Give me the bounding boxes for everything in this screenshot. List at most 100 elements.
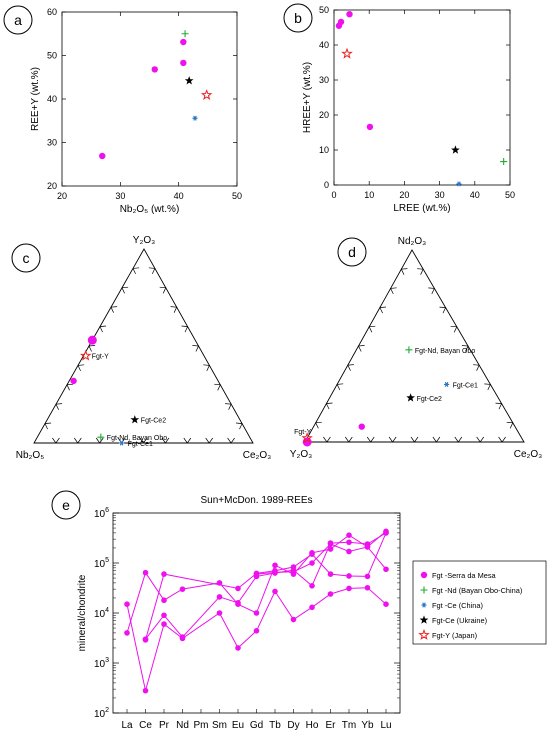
y-tick-label: 103 xyxy=(94,657,109,670)
ternary-point xyxy=(87,335,97,345)
y-axis-label: mineral/chondrite xyxy=(77,574,88,651)
dot-mark xyxy=(337,18,345,26)
apex-left-label: Y₂O₃ xyxy=(290,449,312,460)
x-tick-label: 0 xyxy=(331,190,336,200)
data-point xyxy=(180,59,187,67)
x-tick-label: 10 xyxy=(364,190,374,200)
star-mark xyxy=(184,76,194,85)
ree-point xyxy=(142,687,149,694)
x-tick-label: 50 xyxy=(232,191,242,201)
ree-point xyxy=(309,560,315,566)
ternary-tick xyxy=(227,437,235,444)
ternary-tick xyxy=(192,345,200,352)
legend-marker xyxy=(419,615,429,624)
star-mark xyxy=(451,145,460,154)
dot-mark xyxy=(151,66,158,73)
ternary-tick xyxy=(495,402,503,410)
ree-point xyxy=(235,585,241,592)
data-point xyxy=(346,11,353,18)
ternary-point-label: Fgt-Ce1 xyxy=(128,441,153,448)
dot-mark xyxy=(99,152,106,160)
x-tick-label: Ho xyxy=(306,720,319,731)
ternary-point-label: Fgt-Ce2 xyxy=(141,418,166,425)
ree-point xyxy=(383,566,389,573)
y-tick-label: 30 xyxy=(319,75,329,85)
x-tick-label: Ce xyxy=(139,720,152,731)
legend-label: Fgt-Ce (Ukraine) xyxy=(432,616,487,625)
panel-label-a: a xyxy=(3,5,33,35)
ternary-tick xyxy=(484,383,491,391)
ternary-tick xyxy=(203,364,210,372)
ree-point xyxy=(383,601,389,607)
ree-point xyxy=(327,591,334,597)
ree-point xyxy=(346,573,352,579)
ternary-point xyxy=(70,377,77,385)
ternary-tick xyxy=(410,436,419,443)
dot-mark xyxy=(180,38,187,46)
ternary-point-label: Fgt-Y xyxy=(294,429,311,436)
ree-point xyxy=(161,621,167,627)
ree-point xyxy=(327,541,334,547)
x-tick-label: 50 xyxy=(505,190,515,200)
legend: Fgt -Serra da Mesa Fgt -Nd (Bayan Obo-Chi… xyxy=(412,560,547,645)
open-star-mark xyxy=(418,628,430,640)
ternary-tick xyxy=(498,436,506,443)
y-tick-label: 106 xyxy=(94,507,109,520)
ternary-panel-d: Nd₂O₃ Y₂O₃ Ce₂O₃ Fgt-Y Fgt-Nd, Bayan Obo Fgt-… xyxy=(290,236,542,460)
ternary-tick xyxy=(417,268,424,275)
ternary-tick xyxy=(325,402,333,410)
x-tick-label: Er xyxy=(326,720,337,731)
y-tick-label: 30 xyxy=(47,138,57,148)
ternary-tick xyxy=(400,268,408,275)
plus-mark xyxy=(181,30,189,38)
ree-point xyxy=(346,548,352,555)
data-point xyxy=(500,158,508,166)
x-axis-label: LREE (wt.%) xyxy=(393,203,450,214)
panel-label-circle xyxy=(337,237,367,267)
ree-point xyxy=(309,604,315,611)
ternary-point-label: Fgt-Y xyxy=(92,354,109,361)
y-tick-label: 40 xyxy=(319,40,329,50)
scatter-panel-a: 20 30 40 50 20 30 40 50 60 Nb₂O₅ (wt.%) REE+Y (wt.… xyxy=(30,7,242,215)
asterisk-core xyxy=(120,441,123,445)
panel-label-text: a xyxy=(14,12,22,28)
panel-label-text: b xyxy=(294,10,302,26)
open-star-mark xyxy=(79,349,92,361)
ree-point xyxy=(161,597,167,604)
ree-point xyxy=(272,562,278,569)
star-mark xyxy=(130,415,140,424)
ree-panel-e: Sun+McDon. 1989-REEs 102 103 104 105 106 miner… xyxy=(77,495,547,731)
plus-mark xyxy=(97,433,105,441)
ternary-tick xyxy=(454,436,463,443)
legend-marker xyxy=(418,628,430,640)
ternary-tick xyxy=(473,364,480,371)
plus-mark xyxy=(500,158,508,166)
ternary-tick xyxy=(121,286,129,294)
ree-point xyxy=(364,584,371,591)
ree-point xyxy=(272,588,278,595)
dot-mark xyxy=(180,59,187,67)
ternary-tick xyxy=(336,383,344,391)
panel-label-b: b xyxy=(283,3,313,33)
ree-point xyxy=(327,571,334,577)
data-point xyxy=(341,47,353,59)
ree-series-line xyxy=(256,543,387,575)
ree-point xyxy=(327,546,334,552)
legend-marker xyxy=(420,586,428,594)
ternary-tick xyxy=(366,436,375,443)
ree-point xyxy=(309,582,315,589)
ternary-tick xyxy=(225,403,232,410)
ternary-tick xyxy=(379,306,387,314)
star-mark xyxy=(419,615,429,624)
x-tick-label: Pm xyxy=(194,720,209,731)
ternary-tick xyxy=(390,287,397,295)
ternary-tick xyxy=(476,436,484,443)
apex-top-label: Y₂O₃ xyxy=(133,235,155,246)
ree-point xyxy=(290,564,297,570)
y-tick-label: 105 xyxy=(94,557,109,570)
ternary-tick xyxy=(66,383,74,391)
ternary-tick xyxy=(450,325,458,333)
y-axis-label: REE+Y (wt.%) xyxy=(30,67,41,131)
ternary-tick xyxy=(432,436,441,443)
